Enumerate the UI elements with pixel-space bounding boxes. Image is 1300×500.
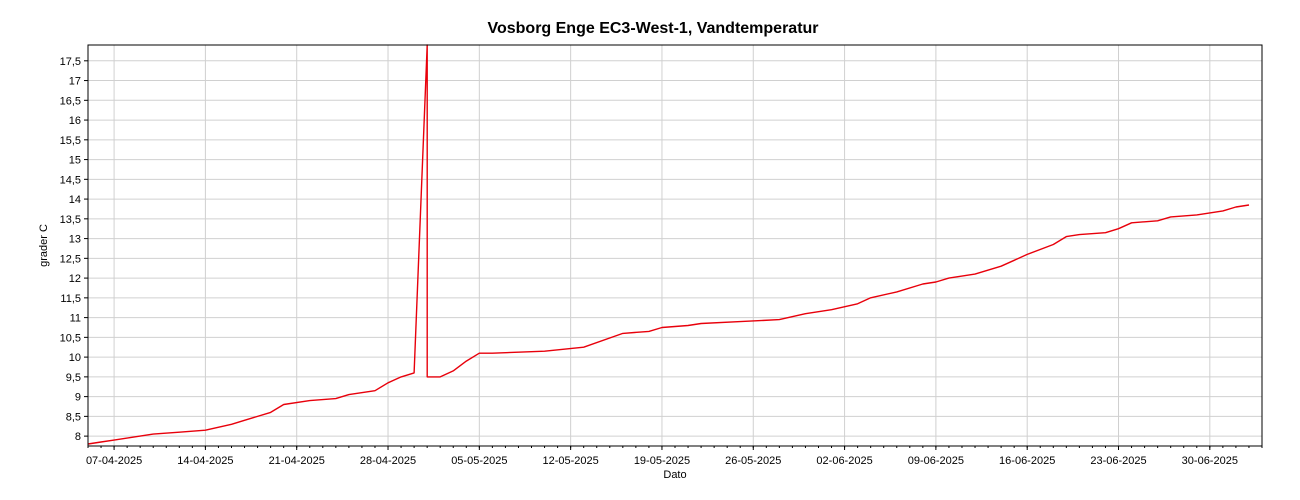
- x-tick-label: 16-06-2025: [999, 455, 1055, 467]
- x-tick-label: 05-05-2025: [451, 455, 507, 467]
- y-tick-label: 14,5: [60, 174, 81, 186]
- y-tick-label: 17: [69, 76, 81, 88]
- x-tick-label: 23-06-2025: [1090, 455, 1146, 467]
- y-tick-label: 9: [75, 392, 81, 404]
- y-tick-label: 13,5: [60, 214, 81, 226]
- x-tick-label: 19-05-2025: [634, 455, 690, 467]
- y-tick-label: 11,5: [60, 293, 81, 305]
- series-line-0: [87, 44, 1250, 445]
- x-tick-label: 28-04-2025: [360, 455, 416, 467]
- y-tick-label: 11: [70, 313, 81, 325]
- x-axis: 07-04-2025 14-04-2025 21-04-2025 28-04-2025…: [86, 446, 1263, 467]
- series-layer: [87, 44, 1250, 445]
- x-tick-label: 09-06-2025: [908, 455, 964, 467]
- y-axis: 8 8,5 9 9,5 10 10,5 11 11,5 12 12,5 13 13,5 14 14,5 15…: [60, 56, 88, 443]
- y-axis-label: grader C: [38, 224, 50, 267]
- y-tick-label: 10,5: [60, 332, 81, 344]
- y-tick-label: 9,5: [66, 372, 81, 384]
- y-tick-label: 8: [75, 431, 81, 443]
- y-tick-label: 10: [69, 352, 81, 364]
- x-tick-label: 12-05-2025: [543, 455, 599, 467]
- x-tick-label: 21-04-2025: [269, 455, 325, 467]
- y-tick-label: 17,5: [60, 56, 81, 68]
- x-tick-label: 14-04-2025: [177, 455, 233, 467]
- y-tick-label: 14: [69, 194, 81, 206]
- x-tick-label: 02-06-2025: [816, 455, 872, 467]
- x-tick-label: 07-04-2025: [86, 455, 142, 467]
- x-tick-label: 30-06-2025: [1182, 455, 1238, 467]
- y-tick-label: 16: [69, 115, 81, 127]
- y-tick-label: 8,5: [66, 411, 81, 423]
- y-tick-label: 12: [69, 273, 81, 285]
- x-axis-label: Dato: [663, 469, 686, 481]
- y-tick-label: 13: [69, 234, 81, 246]
- y-tick-label: 16,5: [60, 95, 81, 107]
- y-tick-label: 15,5: [60, 135, 81, 147]
- y-tick-label: 15: [69, 155, 81, 167]
- x-tick-label: 26-05-2025: [725, 455, 781, 467]
- grid-lines: [88, 45, 1262, 446]
- plot-frame: [87, 44, 1263, 447]
- y-tick-label: 12,5: [60, 253, 81, 265]
- chart-title: Vosborg Enge EC3-West-1, Vandtemperatur: [487, 20, 819, 37]
